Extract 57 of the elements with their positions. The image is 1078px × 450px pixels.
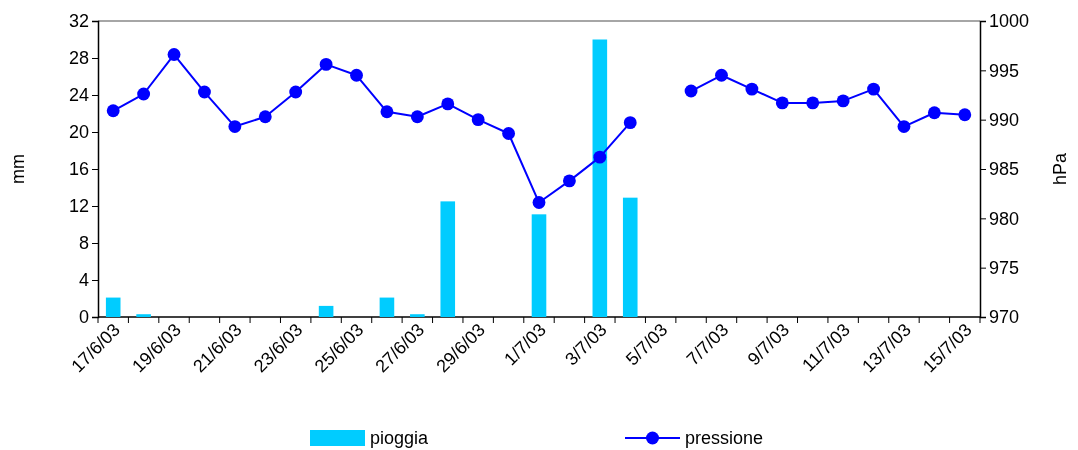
point	[897, 120, 911, 133]
bar	[622, 197, 638, 317]
y-axis-title: mm	[8, 154, 28, 184]
y-tick-label: 8	[78, 233, 89, 254]
bar	[440, 201, 456, 317]
y2-tick-label: 995	[989, 60, 1020, 81]
point	[137, 87, 151, 101]
point	[410, 110, 424, 124]
bar	[105, 297, 121, 317]
point	[471, 113, 485, 127]
point	[532, 196, 546, 209]
y2-tick-label: 975	[989, 257, 1020, 278]
y-tick-label: 20	[68, 122, 89, 143]
y-tick-label: 16	[68, 159, 89, 180]
point	[319, 57, 333, 71]
point	[198, 85, 211, 99]
point	[927, 106, 941, 120]
point	[441, 97, 455, 111]
y-tick-label: 32	[68, 11, 89, 32]
y-tick-label: 4	[78, 270, 89, 291]
bar	[592, 39, 608, 317]
y-tick-label: 28	[68, 48, 89, 69]
point	[715, 68, 728, 82]
y2-tick-label: 985	[989, 159, 1020, 180]
point	[806, 96, 820, 110]
point	[167, 48, 181, 61]
point	[958, 108, 972, 122]
legend-label: pioggia	[370, 428, 430, 448]
point	[502, 127, 516, 140]
point	[562, 174, 576, 188]
legend-label: pressione	[685, 428, 764, 448]
bar	[410, 314, 425, 317]
y2-tick-label: 990	[989, 109, 1020, 130]
point	[380, 105, 394, 119]
point	[684, 84, 698, 98]
y-tick-label: 12	[68, 196, 89, 217]
bar	[136, 314, 151, 317]
point	[593, 150, 607, 164]
point	[745, 82, 759, 96]
point	[775, 96, 789, 110]
point	[623, 116, 637, 130]
bar	[379, 297, 395, 317]
y-tick-label: 24	[68, 85, 89, 106]
point	[350, 68, 363, 82]
y2-tick-label: 1000	[989, 11, 1030, 32]
point	[289, 85, 303, 99]
y-tick-label: 0	[78, 307, 89, 328]
bar	[318, 305, 334, 317]
point	[258, 110, 272, 124]
y2-tick-label: 980	[989, 208, 1020, 229]
bar	[531, 214, 547, 317]
point	[867, 82, 880, 96]
point	[836, 94, 850, 108]
point	[228, 120, 242, 133]
point	[106, 104, 120, 118]
y2-tick-label: 970	[989, 307, 1020, 328]
y2-axis-title: hPa	[1050, 152, 1070, 186]
